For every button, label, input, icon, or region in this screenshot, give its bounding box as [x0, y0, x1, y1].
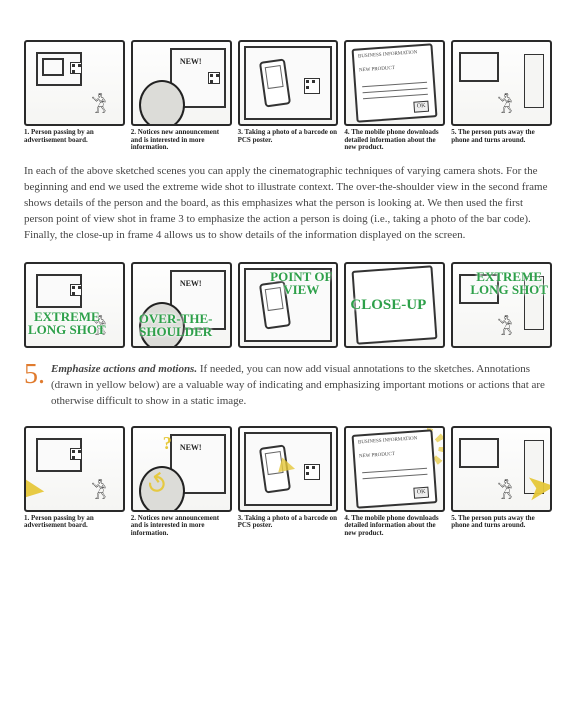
caption-2c: 2. Notices new announcement and is inter… — [131, 515, 232, 538]
sketch-over-shoulder: NEW! OVER-THE- SHOULDER — [131, 262, 232, 348]
caption-1c: 1. Person passing by an advertisement bo… — [24, 515, 125, 530]
sketch-with-exit-arrow: 𓀟 ➤ — [451, 426, 552, 512]
frame-1b: 𓀟 EXTREME LONG SHOT — [24, 262, 125, 348]
new-label: NEW! — [180, 56, 202, 68]
frame-1: 𓀟 1. Person passing by an advertisement … — [24, 40, 125, 152]
question-mark-icon: ? — [163, 430, 172, 456]
screen-sub: NEW PRODUCT — [359, 64, 428, 74]
sketch-extreme-long-shot: 𓀟 EXTREME LONG SHOT — [24, 262, 125, 348]
sketch-extreme-long-shot-end: 𓀟 EXTREME LONG SHOT — [451, 262, 552, 348]
paragraph-camera-shots: In each of the above sketched scenes you… — [24, 164, 552, 244]
frame-4b: CLOSE-UP — [344, 262, 445, 348]
frame-2c: NEW! ? ↺ 2. Notices new announcement and… — [131, 426, 232, 538]
frame-2: NEW! 2. Notices new announcement and is … — [131, 40, 232, 152]
frame-4c: BUSINESS INFORMATION NEW PRODUCT OK 4. T… — [344, 426, 445, 538]
sketch-with-arrow: 𓀟 ➤ — [24, 426, 125, 512]
storyboard-row-3: 𓀟 ➤ 1. Person passing by an advertisemen… — [24, 426, 552, 538]
sketch-with-focus: ▶ — [238, 426, 339, 512]
frame-3c: ▶ 3. Taking a photo of a barcode on PCS … — [238, 426, 339, 538]
caption-1: 1. Person passing by an advertisement bo… — [24, 129, 125, 144]
frame-3: 3. Taking a photo of a barcode on PCS po… — [238, 40, 339, 152]
screen-title: BUSINESS INFORMATION — [358, 50, 427, 60]
screen-sub: NEW PRODUCT — [359, 449, 428, 459]
overlay-pov: POINT OF VIEW — [270, 270, 332, 296]
overlay-extreme-long-shot-2: EXTREME LONG SHOT — [470, 270, 548, 296]
caption-3: 3. Taking a photo of a barcode on PCS po… — [238, 129, 339, 144]
caption-3c: 3. Taking a photo of a barcode on PCS po… — [238, 515, 339, 530]
sketch-over-shoulder: NEW! — [131, 40, 232, 126]
step-number: 5. — [24, 362, 45, 387]
step-lead: Emphasize actions and motions. — [51, 363, 197, 375]
person-head-icon — [139, 80, 185, 126]
stick-figure-icon: 𓀟 — [91, 479, 107, 508]
new-label: NEW! — [180, 442, 202, 454]
phone-icon — [259, 58, 291, 107]
sketch-close-up: CLOSE-UP — [344, 262, 445, 348]
stick-figure-icon: 𓀟 — [497, 315, 513, 344]
overlay-over-shoulder: OVER-THE- SHOULDER — [139, 312, 213, 338]
ok-button: OK — [414, 101, 429, 113]
frame-1c: 𓀟 ➤ 1. Person passing by an advertisemen… — [24, 426, 125, 538]
overlay-extreme-long-shot: EXTREME LONG SHOT — [28, 310, 106, 336]
frame-5b: 𓀟 EXTREME LONG SHOT — [451, 262, 552, 348]
frame-3b: POINT OF VIEW — [238, 262, 339, 348]
sketch-extreme-long-shot-end: 𓀟 — [451, 40, 552, 126]
stick-figure-icon: 𓀟 — [497, 479, 513, 508]
motion-arrow-icon: ➤ — [24, 462, 50, 512]
stick-figure-icon: 𓀟 — [497, 93, 513, 122]
new-label: NEW! — [180, 278, 202, 290]
caption-4: 4. The mobile phone downloads detailed i… — [344, 129, 445, 152]
screen-title: BUSINESS INFORMATION — [358, 435, 427, 445]
sketch-point-of-view: POINT OF VIEW — [238, 262, 339, 348]
overlay-close-up: CLOSE-UP — [350, 298, 426, 313]
motion-arrow-icon: ➤ — [523, 460, 552, 512]
caption-2: 2. Notices new announcement and is inter… — [131, 129, 232, 152]
sketch-close-up: BUSINESS INFORMATION NEW PRODUCT OK — [344, 40, 445, 126]
sketch-extreme-long-shot: 𓀟 — [24, 40, 125, 126]
caption-5: 5. The person puts away the phone and tu… — [451, 129, 552, 144]
step-5-paragraph: 5. Emphasize actions and motions. If nee… — [24, 362, 552, 410]
frame-2b: NEW! OVER-THE- SHOULDER — [131, 262, 232, 348]
step-text: Emphasize actions and motions. If needed… — [51, 362, 552, 410]
frame-5c: 𓀟 ➤ 5. The person puts away the phone an… — [451, 426, 552, 538]
sketch-with-burst: BUSINESS INFORMATION NEW PRODUCT OK — [344, 426, 445, 512]
sketch-with-question: NEW! ? ↺ — [131, 426, 232, 512]
storyboard-row-2: 𓀟 EXTREME LONG SHOT NEW! OVER-THE- SHOUL… — [24, 262, 552, 348]
caption-5c: 5. The person puts away the phone and tu… — [451, 515, 552, 530]
frame-4: BUSINESS INFORMATION NEW PRODUCT OK 4. T… — [344, 40, 445, 152]
sketch-point-of-view — [238, 40, 339, 126]
ok-button: OK — [414, 487, 429, 499]
frame-5: 𓀟 5. The person puts away the phone and … — [451, 40, 552, 152]
caption-4c: 4. The mobile phone downloads detailed i… — [344, 515, 445, 538]
stick-figure-icon: 𓀟 — [91, 93, 107, 122]
storyboard-row-1: 𓀟 1. Person passing by an advertisement … — [24, 40, 552, 152]
